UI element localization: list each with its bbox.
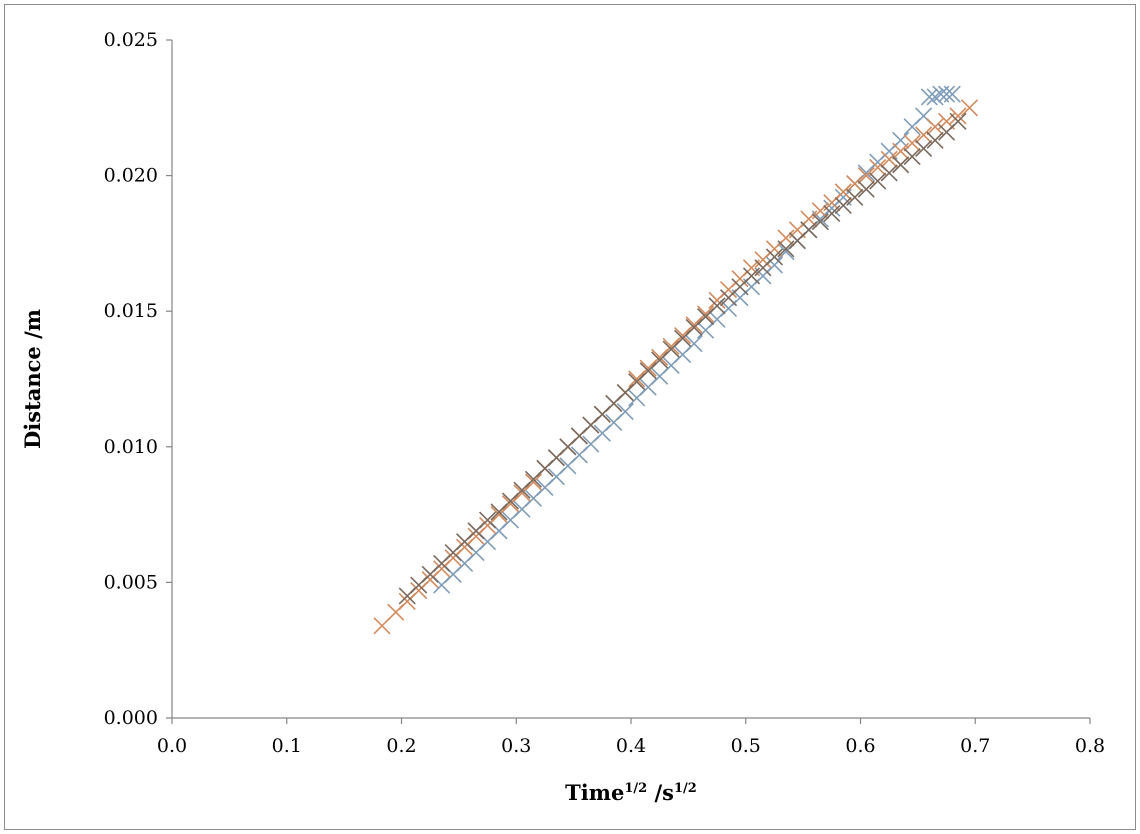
data-point (697, 305, 715, 323)
data-point (616, 402, 634, 421)
x-axis-title-sup: 1/2 (624, 781, 647, 796)
data-point (880, 164, 898, 182)
y-tick-label: 0.025 (104, 29, 158, 51)
y-tick-label: 0.020 (104, 165, 158, 187)
y-tick-label: 0.010 (104, 436, 158, 458)
data-point (777, 240, 795, 258)
x-tick-label: 0.1 (272, 735, 302, 757)
data-point (765, 248, 784, 266)
data-point (926, 118, 944, 136)
data-point (920, 88, 938, 106)
data-point (915, 139, 933, 158)
x-tick-label: 0.2 (386, 735, 416, 757)
x-axis-title: Time1/2 /s1/2 (565, 780, 697, 805)
data-point (880, 150, 898, 168)
data-point (857, 167, 875, 185)
data-point (926, 88, 944, 106)
y-axis-title: Distance /m (20, 309, 45, 449)
data-point (524, 473, 543, 491)
data-point (903, 148, 921, 166)
data-point (949, 112, 967, 130)
data-point (765, 256, 784, 274)
data-point (685, 335, 703, 353)
x-tick-label: 0.5 (731, 735, 761, 757)
data-point (943, 85, 961, 103)
x-tick-label: 0.4 (616, 735, 646, 757)
series-2 (373, 99, 979, 635)
y-tick-label: 0.005 (104, 571, 158, 593)
data-point (823, 205, 841, 223)
data-point (857, 180, 875, 198)
data-point (478, 511, 497, 529)
data-point (949, 107, 967, 125)
data-point (811, 213, 829, 231)
y-tick-label: 0.000 (104, 707, 158, 729)
data-point (960, 99, 979, 117)
data-point (373, 617, 391, 635)
data-point (937, 85, 956, 103)
data-point (800, 221, 818, 239)
data-point (742, 267, 761, 285)
data-point (846, 175, 864, 193)
axes (171, 40, 1090, 719)
x-axis-title-main: Time (565, 780, 624, 805)
series-3 (398, 112, 967, 605)
data-point (892, 142, 910, 160)
data-point (834, 196, 852, 214)
data-point (708, 297, 726, 315)
x-tick-label: 0.8 (1075, 735, 1105, 757)
x-tick-label: 0.7 (960, 735, 990, 757)
x-tick-label: 0.0 (157, 735, 187, 757)
data-point (892, 156, 910, 174)
data-point (926, 131, 944, 149)
ticks: 0.0 0.1 0.2 0.3 0.4 0.5 0.6 0.7 0.8 0.000 0.005 0.0… (104, 29, 1106, 757)
chart-frame (4, 4, 1136, 830)
x-tick-label: 0.6 (845, 735, 875, 757)
x-tick-label: 0.3 (501, 735, 531, 757)
data-point (846, 188, 864, 206)
data-point (915, 126, 933, 144)
series-1 (433, 85, 961, 594)
data-point (903, 134, 921, 152)
data-point (869, 172, 887, 190)
y-tick-label: 0.015 (104, 300, 158, 322)
data-point (869, 158, 887, 177)
data-point (834, 183, 852, 201)
x-axis-title-unit: /s (647, 780, 674, 805)
data-marks (373, 85, 979, 635)
x-axis-title-unit-sup: 1/2 (674, 781, 697, 796)
